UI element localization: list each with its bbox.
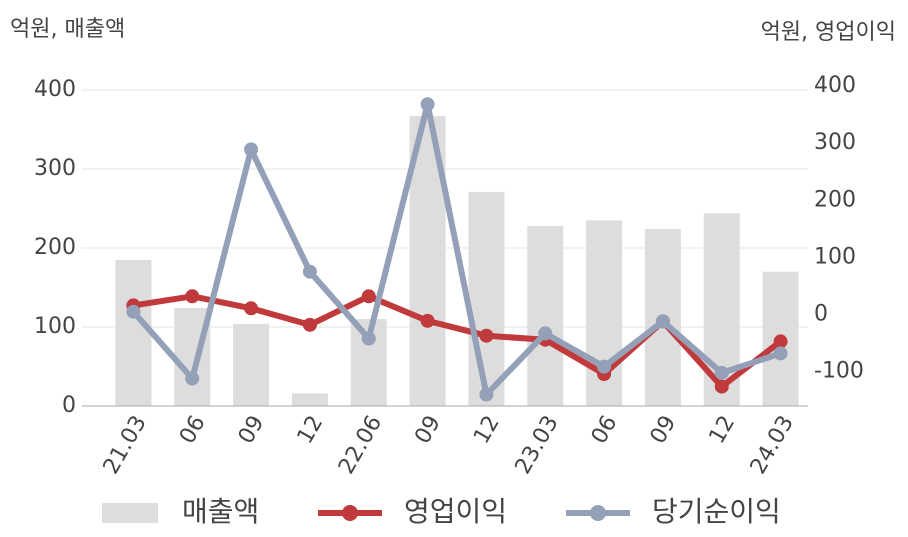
point: [126, 304, 141, 319]
x-tick-label: 09: [646, 412, 682, 449]
x-tick-label: 09: [410, 412, 446, 449]
point: [773, 346, 788, 361]
legend-label: 영업이익: [404, 495, 507, 528]
x-tick-label: 12: [469, 411, 505, 448]
x-tick-label: 09: [234, 412, 270, 449]
point: [655, 314, 670, 329]
point: [244, 142, 259, 157]
point: [361, 331, 376, 346]
y-tick-label: 0: [62, 393, 76, 418]
point: [597, 359, 612, 374]
bar: [291, 393, 328, 406]
y2-tick-label: -100: [814, 359, 864, 384]
point: [244, 301, 259, 316]
legend-swatch: [342, 505, 358, 521]
point: [185, 289, 200, 304]
legend-swatch: [590, 505, 606, 521]
point: [185, 371, 200, 386]
point: [773, 334, 788, 349]
y2-axis-label: 억원, 영업이익: [761, 20, 896, 45]
y-tick-label: 300: [34, 156, 76, 181]
point: [302, 264, 317, 279]
x-tick-label: 06: [175, 412, 211, 449]
legend-label: 매출액: [182, 495, 259, 528]
bar: [233, 323, 270, 406]
y-tick-label: 100: [34, 314, 76, 339]
x-tick-label: 06: [587, 412, 623, 449]
point: [714, 379, 729, 394]
y-axis-label: 억원, 매출액: [10, 17, 125, 42]
x-tick-label: 22.06: [334, 412, 387, 479]
y2-tick-label: 0: [814, 302, 828, 327]
y2-tick-label: 200: [814, 187, 856, 212]
bar: [527, 225, 564, 406]
legend-swatch: [102, 503, 158, 523]
point: [361, 289, 376, 304]
y2-tick-label: 300: [814, 130, 856, 155]
x-tick-label: 24.03: [746, 412, 799, 479]
point: [479, 387, 494, 402]
y-tick-label: 200: [34, 235, 76, 260]
x-tick-label: 23.03: [510, 412, 563, 479]
bar: [115, 259, 152, 406]
x-tick-label: 21.03: [99, 412, 152, 479]
y2-tick-label: 100: [814, 244, 856, 269]
point: [302, 317, 317, 332]
bar: [468, 191, 505, 406]
x-tick-label: 12: [704, 412, 740, 449]
legend-label: 당기순이익: [652, 495, 781, 528]
point: [538, 326, 553, 341]
line: [131, 101, 782, 398]
point: [420, 313, 435, 328]
point: [714, 365, 729, 380]
point: [420, 97, 435, 112]
point: [479, 328, 494, 343]
y2-tick-label: 400: [814, 73, 856, 98]
x-tick-label: 12: [293, 412, 329, 449]
y-tick-label: 400: [34, 77, 76, 102]
